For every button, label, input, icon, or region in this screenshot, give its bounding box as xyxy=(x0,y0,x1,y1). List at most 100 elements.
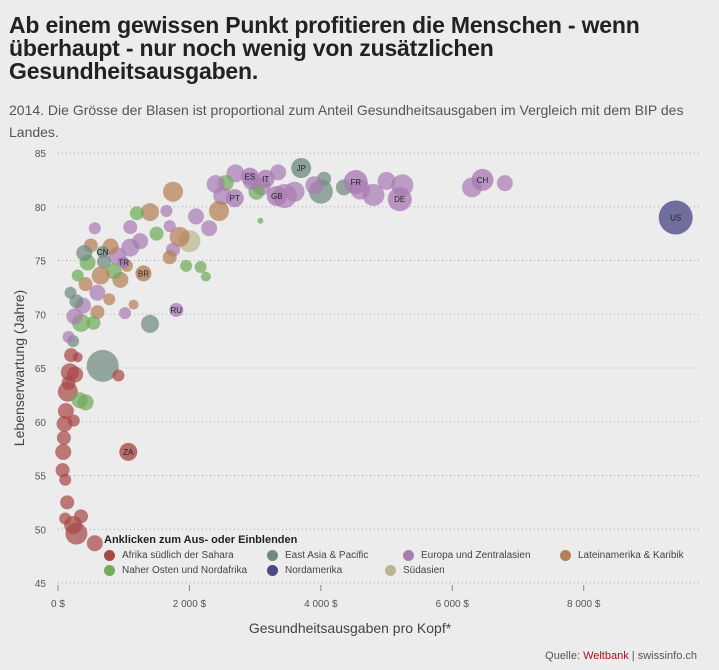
bubble xyxy=(188,208,204,225)
bubble xyxy=(123,220,138,235)
bubble xyxy=(141,314,159,333)
bubble-ch xyxy=(471,168,494,191)
bubble xyxy=(72,352,83,363)
bubble xyxy=(89,284,106,301)
bubble xyxy=(77,394,94,411)
bubble-fr xyxy=(343,170,368,195)
bubble xyxy=(56,430,71,445)
bubble-tr xyxy=(117,256,130,269)
bubble-label-za: ZA xyxy=(123,448,134,457)
bubble xyxy=(162,250,177,265)
bubble xyxy=(209,201,229,222)
bubble xyxy=(201,220,218,237)
bubble xyxy=(62,330,75,343)
bubble-label-pt: PT xyxy=(230,194,240,203)
legend-item-afrika[interactable]: Afrika südlich der Sahara xyxy=(104,550,234,561)
bubble xyxy=(149,226,164,241)
x-tick-label: 0 $ xyxy=(51,599,65,610)
bubble-us xyxy=(658,200,693,235)
source-line: Quelle: Weltbank | swissinfo.ch xyxy=(545,650,697,662)
bubble xyxy=(377,171,396,190)
x-tick-label: 2 000 $ xyxy=(173,599,207,610)
bubble xyxy=(257,217,264,224)
bubble xyxy=(65,522,88,545)
y-tick-label: 45 xyxy=(35,579,47,590)
bubble-label-cn: CN xyxy=(97,248,109,257)
legend-label-lateinamerika: Lateinamerika & Karibik xyxy=(578,550,684,561)
bubble xyxy=(160,205,173,218)
bubble xyxy=(128,299,139,310)
bubble xyxy=(163,220,176,233)
legend-dot-nordamerika xyxy=(267,565,278,576)
legend-dot-afrika xyxy=(104,550,115,561)
bubble xyxy=(55,463,70,478)
bubble-label-de: DE xyxy=(394,195,405,204)
bubble xyxy=(305,176,324,195)
bubble-ru xyxy=(169,302,184,317)
bubble xyxy=(129,206,144,221)
bubble-cn xyxy=(96,245,109,258)
source-separator: | xyxy=(628,650,638,662)
bubble xyxy=(194,260,207,273)
y-tick-label: 55 xyxy=(35,472,47,483)
legend-item-naher-osten[interactable]: Naher Osten und Nordafrika xyxy=(104,565,247,576)
source-site[interactable]: swissinfo.ch xyxy=(637,650,697,662)
bubble xyxy=(78,277,93,292)
legend-item-suedasien[interactable]: Südasien xyxy=(385,565,445,576)
bubble xyxy=(206,175,225,194)
y-tick-label: 80 xyxy=(35,203,47,214)
x-axis-label: Gesundheitsausgaben pro Kopf* xyxy=(249,620,452,636)
bubble xyxy=(74,509,88,524)
bubble xyxy=(55,443,72,460)
bubble xyxy=(60,495,75,510)
legend-label-east-asia: East Asia & Pacific xyxy=(285,550,369,561)
bubble-za xyxy=(119,442,138,461)
y-tick-label: 65 xyxy=(35,364,47,375)
bubble xyxy=(121,238,140,257)
bubble xyxy=(112,369,125,382)
bubble xyxy=(66,308,83,325)
source-bank[interactable]: Weltbank xyxy=(583,650,629,662)
legend-item-europa[interactable]: Europa und Zentralasien xyxy=(403,550,531,561)
chart-title: Ab einem gewissen Punkt profitieren die … xyxy=(9,12,640,84)
bubble xyxy=(57,403,74,419)
y-axis-label: Lebenserwartung (Jahre) xyxy=(11,290,27,446)
bubble-label-jp: JP xyxy=(296,164,305,173)
bubble xyxy=(86,349,119,382)
legend-label-naher-osten: Naher Osten und Nordafrika xyxy=(122,565,248,576)
bubble-label-tr: TR xyxy=(118,259,129,268)
bubble-it xyxy=(256,169,275,188)
legend-dot-lateinamerika xyxy=(560,550,571,561)
x-tick-label: 8 000 $ xyxy=(567,599,601,610)
legend-label-afrika: Afrika südlich der Sahara xyxy=(122,550,234,561)
bubble-label-gb: GB xyxy=(271,192,283,201)
legend-dot-suedasien xyxy=(385,565,396,576)
legend-label-nordamerika: Nordamerika xyxy=(285,565,343,576)
bubble xyxy=(86,315,101,330)
legend-item-lateinamerika[interactable]: Lateinamerika & Karibik xyxy=(560,550,684,561)
bubble-jp xyxy=(291,158,312,179)
bubble xyxy=(76,244,93,261)
bubble xyxy=(141,203,159,222)
legend-title: Anklicken zum Aus- oder Einblenden xyxy=(104,534,298,546)
bubble-label-es: ES xyxy=(245,173,256,182)
legend-label-europa: Europa und Zentralasien xyxy=(421,550,531,561)
y-tick-label: 60 xyxy=(35,418,47,429)
bubble-br xyxy=(135,265,152,282)
bubble xyxy=(88,222,101,235)
bubble xyxy=(105,263,122,280)
legend-item-east-asia[interactable]: East Asia & Pacific xyxy=(267,550,368,561)
bubble-es xyxy=(240,167,259,186)
bubble xyxy=(91,266,110,285)
legend-item-nordamerika[interactable]: Nordamerika xyxy=(267,565,342,576)
source-prefix: Quelle: xyxy=(545,650,584,662)
y-tick-label: 75 xyxy=(35,257,47,268)
bubble xyxy=(200,271,211,282)
bubble xyxy=(496,175,513,192)
x-tick-label: 4 000 $ xyxy=(304,599,338,610)
bubble xyxy=(180,259,193,272)
bubble xyxy=(71,269,84,282)
bubble-label-br: BR xyxy=(138,269,149,278)
legend-dot-europa xyxy=(403,550,414,561)
